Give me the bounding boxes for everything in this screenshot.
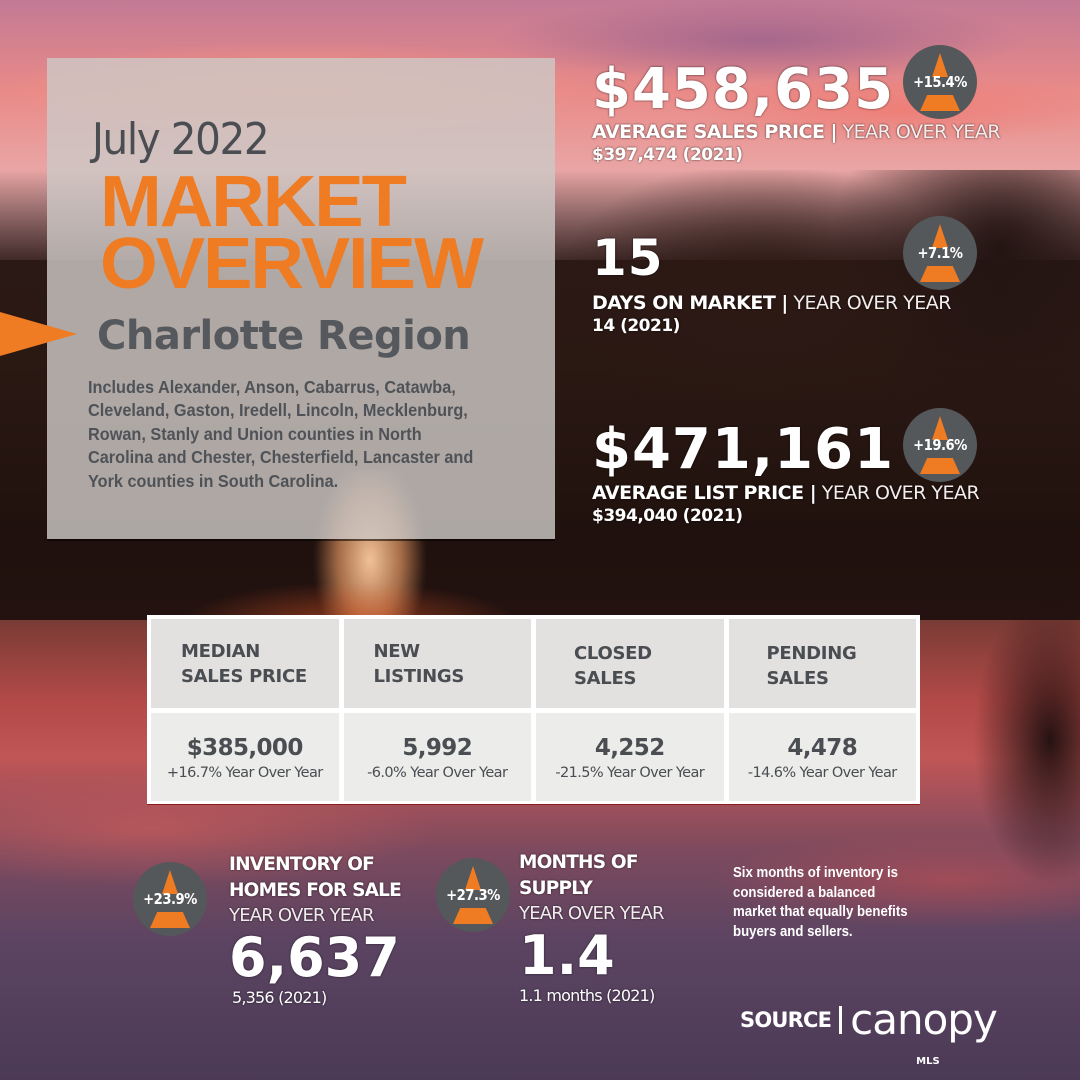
change-percent: +23.9% [143, 890, 197, 908]
table-header-closed-sales: CLOSED SALES [536, 619, 724, 708]
stat-yoy-label: YEAR OVER YEAR [229, 905, 374, 926]
stat-days-on-market: 15 DAYS ON MARKET | YEAR OVER YEAR 14 (2… [592, 228, 951, 336]
table-cell-new-listings: 5,992 -6.0% Year Over Year [343, 713, 531, 801]
metrics-table: MEDIAN SALES PRICE NEW LISTINGS CLOSED S… [147, 615, 920, 804]
cell-value: 4,252 [594, 735, 665, 761]
stat-value: 6,637 [229, 926, 400, 989]
stat-label: AVERAGE LIST PRICE | YEAR OVER YEAR [592, 482, 980, 504]
stat-value: $471,161 [592, 417, 895, 482]
stat-value: 15 [592, 229, 664, 287]
divider [839, 1006, 843, 1034]
stat-label-bold: AVERAGE SALES PRICE | [592, 121, 838, 143]
table-cell-median-sales-price: $385,000 +16.7% Year Over Year [151, 713, 339, 801]
stat-heading: MONTHS OF SUPPLY [519, 852, 638, 899]
stat-label-light: YEAR OVER YEAR [837, 121, 1001, 143]
title-line-1: MARKET [100, 162, 407, 242]
cell-change: +16.7% Year Over Year [166, 765, 323, 781]
stat-previous: $397,474 (2021) [592, 145, 743, 165]
balanced-market-note: Six months of inventory is considered a … [733, 864, 908, 940]
change-badge: +7.1% [903, 216, 977, 290]
source-label: SOURCE [740, 1008, 832, 1032]
table-header-new-listings: NEW LISTINGS [343, 619, 531, 708]
stat-value: $458,635 [592, 57, 895, 122]
region-name: Charlotte Region [97, 313, 471, 359]
up-cone-base-icon [920, 458, 960, 474]
up-cone-icon [932, 53, 948, 77]
tree-reflection [940, 600, 1080, 930]
stat-label: AVERAGE SALES PRICE | YEAR OVER YEAR [592, 121, 1001, 143]
stat-heading: INVENTORY OF HOMES FOR SALE [229, 854, 402, 901]
stat-label-light: YEAR OVER YEAR [787, 292, 951, 314]
brand-sub: MLS [916, 1056, 940, 1067]
change-badge: +15.4% [903, 45, 977, 119]
report-month: July 2022 [92, 114, 270, 165]
stat-average-list-price: $471,161 AVERAGE LIST PRICE | YEAR OVER … [592, 417, 980, 527]
stat-label-bold: AVERAGE LIST PRICE | [592, 482, 817, 504]
cell-value: $385,000 [186, 735, 304, 761]
cell-value: 4,478 [787, 735, 858, 761]
up-cone-icon [932, 416, 948, 440]
up-cone-base-icon [453, 908, 493, 924]
change-percent: +19.6% [913, 436, 967, 454]
stat-previous: $394,040 (2021) [592, 506, 743, 526]
cell-change: -21.5% Year Over Year [555, 765, 705, 781]
stat-average-sales-price: $458,635 AVERAGE SALES PRICE | YEAR OVER… [592, 57, 1001, 166]
change-badge: +19.6% [903, 408, 977, 482]
inventory-change-badge: +23.9% [133, 862, 207, 936]
change-percent: +7.1% [917, 244, 963, 262]
stat-previous: 5,356 (2021) [232, 988, 327, 1007]
region-description: Includes Alexander, Anson, Cabarrus, Cat… [88, 377, 474, 491]
stat-label-light: YEAR OVER YEAR [816, 482, 980, 504]
cell-change: -6.0% Year Over Year [367, 765, 508, 781]
change-percent: +15.4% [913, 73, 967, 91]
up-cone-base-icon [920, 266, 960, 282]
supply-change-badge: +27.3% [436, 858, 510, 932]
cell-change: -14.6% Year Over Year [747, 765, 897, 781]
table-header-pending-sales: PENDING SALES [728, 619, 916, 708]
stat-months-of-supply: MONTHS OF SUPPLY YEAR OVER YEAR 1.4 1.1 … [519, 850, 664, 1005]
up-cone-icon [932, 224, 948, 248]
stat-yoy-label: YEAR OVER YEAR [519, 903, 664, 924]
title-line-2: OVERVIEW [100, 224, 484, 304]
up-cone-icon [465, 866, 481, 890]
page-title: MARKET OVERVIEW [100, 162, 484, 304]
title-card: July 2022 MARKET OVERVIEW Charlotte Regi… [47, 58, 555, 539]
table-cell-closed-sales: 4,252 -21.5% Year Over Year [536, 713, 724, 801]
stat-previous: 14 (2021) [592, 316, 680, 336]
source-logo: SOURCE canopy MLS [740, 999, 998, 1068]
stat-label: DAYS ON MARKET | YEAR OVER YEAR [592, 292, 951, 314]
up-cone-base-icon [150, 912, 190, 928]
stat-previous: 1.1 months (2021) [519, 986, 655, 1005]
canopy-mls-logo: canopy MLS [850, 999, 998, 1068]
change-percent: +27.3% [446, 886, 500, 904]
up-cone-base-icon [920, 95, 960, 111]
cell-value: 5,992 [402, 735, 473, 761]
stat-label-bold: DAYS ON MARKET | [592, 292, 788, 314]
stat-inventory: INVENTORY OF HOMES FOR SALE YEAR OVER YE… [229, 852, 402, 1007]
table-cell-pending-sales: 4,478 -14.6% Year Over Year [728, 713, 916, 801]
table-header-median-sales-price: MEDIAN SALES PRICE [151, 619, 339, 708]
up-cone-icon [162, 870, 178, 894]
orange-arrow-icon [0, 312, 77, 356]
brand-name: canopy [850, 995, 998, 1044]
stat-value: 1.4 [519, 924, 615, 987]
